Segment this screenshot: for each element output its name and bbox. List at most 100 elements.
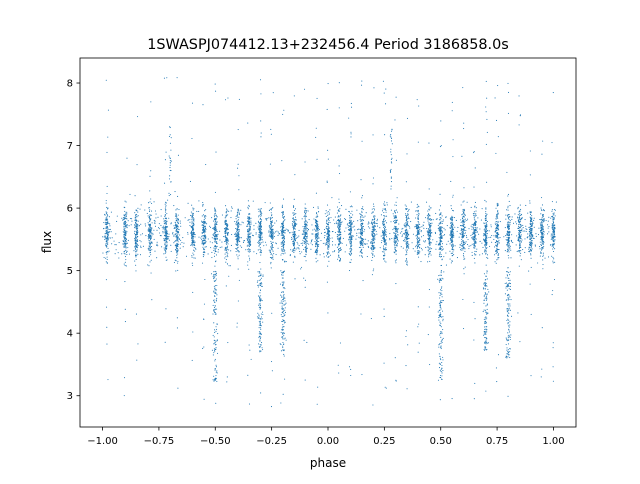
data-point [151,236,153,238]
data-point [106,214,108,216]
data-point [540,249,543,251]
data-point [541,247,543,249]
data-point [306,221,308,223]
data-point [151,242,153,244]
data-point [474,231,476,234]
data-point [165,227,168,229]
data-point [105,227,107,229]
data-point [271,228,273,230]
data-point [518,216,520,219]
data-point [530,212,532,214]
data-point [237,224,239,226]
data-point [124,244,126,246]
data-point [305,249,307,252]
data-point [428,306,430,308]
data-point [175,252,177,254]
data-point [224,249,226,251]
data-point [350,226,352,228]
data-point [427,246,429,248]
data-point [360,223,362,226]
data-point [315,222,318,224]
data-point [405,365,407,367]
data-point [259,242,261,244]
data-point [272,254,274,256]
data-point [440,120,442,122]
data-point [395,216,398,218]
data-point [518,240,520,242]
data-point [519,240,521,242]
data-point [202,221,204,223]
data-point [452,236,454,238]
data-point [371,221,373,223]
data-point [350,221,352,223]
data-point [237,258,239,260]
data-point [150,234,152,236]
data-point [384,239,386,241]
data-point [406,252,408,254]
data-point [371,242,373,244]
data-point [529,221,531,223]
data-point [373,235,376,237]
data-point [134,237,136,239]
data-point [105,257,107,259]
data-point [449,250,451,252]
data-point [124,246,126,248]
data-point [166,231,168,233]
data-point [441,237,443,239]
data-point [191,262,193,264]
data-point [372,247,374,250]
data-point [461,241,463,243]
data-point [237,129,239,131]
data-point [507,216,509,218]
data-point [452,210,455,212]
data-point [393,227,395,229]
data-point [248,219,250,221]
data-point [518,222,520,224]
data-point [175,236,177,238]
data-point [427,210,429,212]
data-point [315,136,317,138]
data-point [519,114,522,116]
data-point [236,232,238,234]
data-point [136,243,138,246]
data-point [485,106,487,108]
data-point [383,203,385,205]
data-point [529,232,531,234]
data-point [261,234,263,236]
data-point [395,219,397,221]
data-point [125,239,127,241]
data-point [282,224,285,226]
data-point [383,315,385,317]
data-point [407,216,409,218]
data-point [395,201,397,203]
data-point [486,181,488,183]
data-point [485,211,487,213]
data-point [438,254,441,256]
data-point [237,231,239,234]
data-point [418,222,420,224]
data-point [418,250,420,252]
data-point [349,241,351,243]
data-point [177,233,179,235]
data-point [439,193,441,195]
data-point [486,243,488,245]
data-point [303,216,305,218]
data-point [303,225,306,227]
data-point [337,243,340,245]
data-point [213,220,215,222]
data-point [269,163,271,165]
data-point [507,240,509,242]
data-point [125,212,127,214]
data-point [316,230,318,232]
data-point [475,242,477,244]
data-point [428,235,430,237]
data-point [395,237,398,239]
data-point [306,230,309,232]
data-point [350,234,352,237]
data-point [395,249,397,252]
data-point [462,87,464,89]
data-point [363,238,365,240]
data-point [165,241,167,243]
data-point [291,231,293,233]
